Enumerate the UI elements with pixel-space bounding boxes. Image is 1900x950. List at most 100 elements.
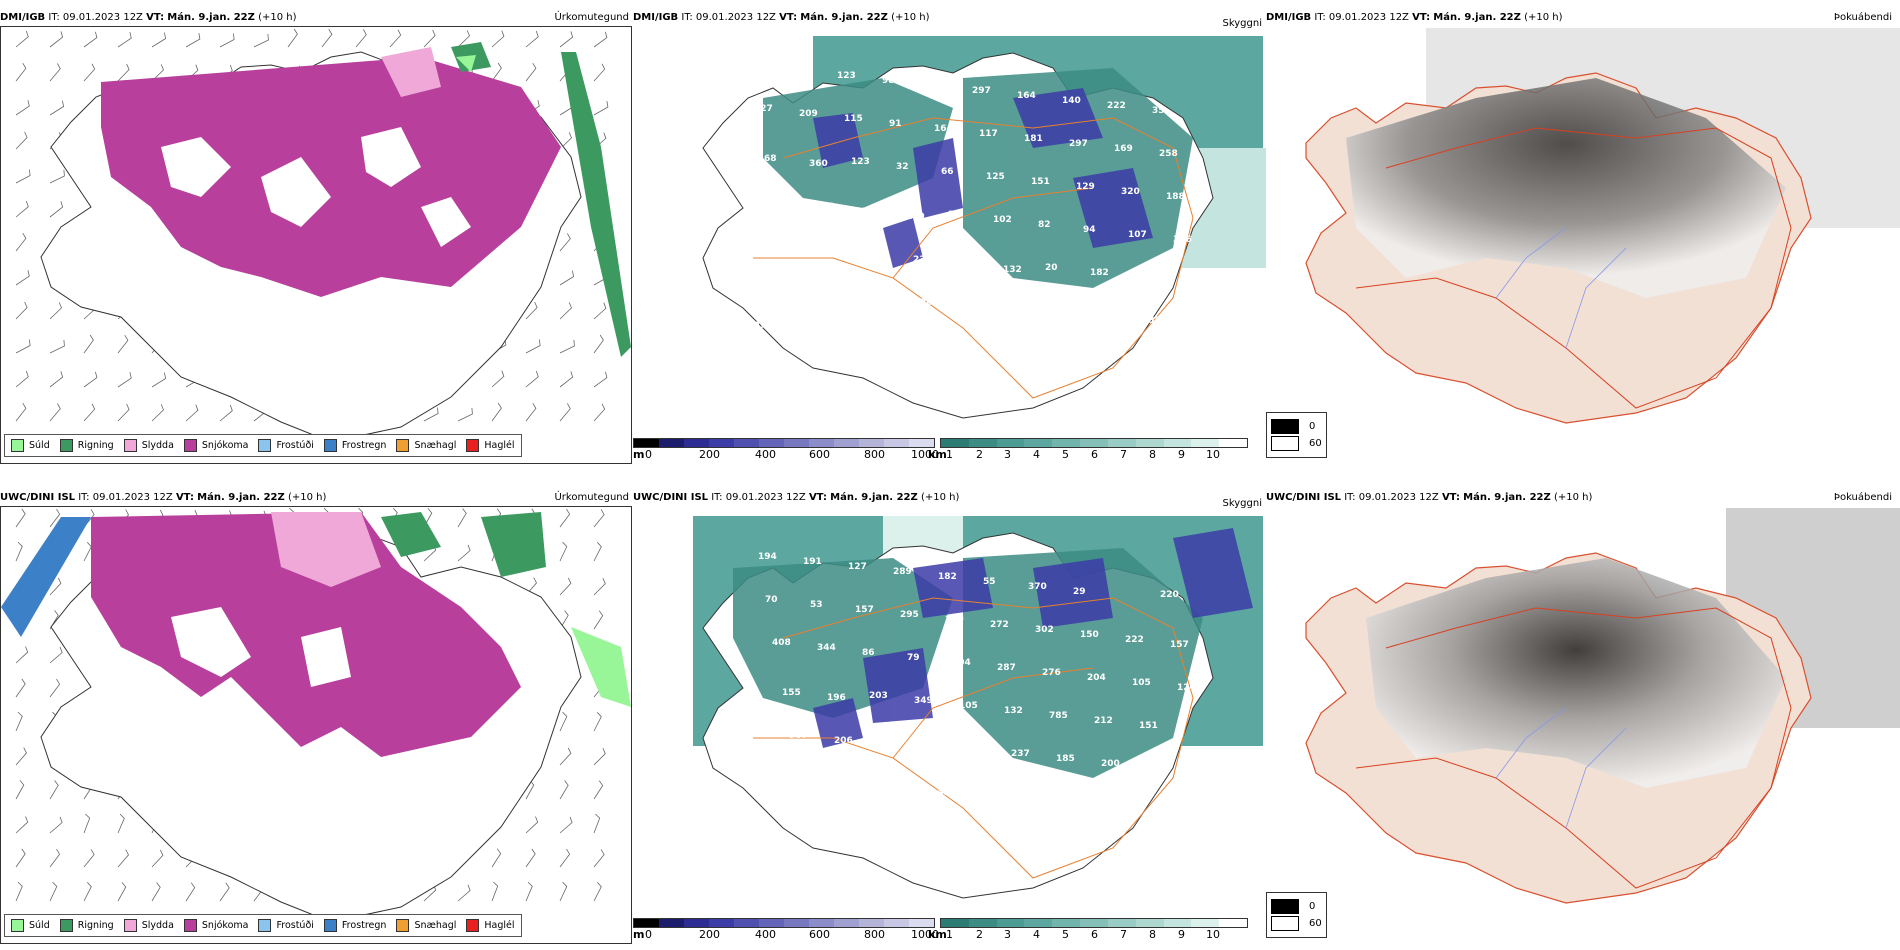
vt-label: VT: — [1441, 492, 1460, 503]
cloud-base-label: 68 — [1180, 278, 1193, 288]
cloud-base-colorbar — [633, 918, 935, 928]
map-frame — [0, 506, 632, 944]
wind-barb — [491, 30, 505, 48]
cloud-base-label: 289 — [893, 567, 912, 577]
colorbar-segment — [759, 919, 784, 927]
cloud-base-label: 295 — [900, 610, 919, 620]
wind-barb — [117, 849, 129, 868]
wind-barb — [117, 63, 130, 82]
snow-area — [91, 512, 521, 757]
wind-barb — [559, 233, 571, 252]
cloud-base-label: 132 — [1004, 706, 1023, 716]
wind-barb — [593, 101, 609, 116]
wind-barb — [593, 509, 605, 528]
colorbar-segment — [784, 439, 809, 447]
wind-barb — [559, 371, 574, 388]
wind-barb — [83, 813, 91, 834]
freezing-rain-swatch — [323, 919, 337, 932]
wind-barb — [321, 28, 333, 48]
panel-top-precip: DMI/IGB IT: 09.01.2023 12Z VT: Mán. 9.ja… — [0, 10, 633, 465]
vt-label: VT: — [1412, 12, 1431, 23]
init-time: 09.01.2023 12Z — [92, 492, 173, 503]
wind-barb — [15, 881, 23, 902]
cloud-base-label: 82 — [1038, 220, 1051, 230]
panel-bottom-precip: UWC/DINI ISL IT: 09.01.2023 12Z VT: Mán.… — [0, 490, 633, 945]
cloud-base-label: 297 — [972, 86, 991, 96]
wind-barb — [49, 371, 64, 388]
tick: 6 — [1091, 928, 1098, 941]
colorbar-segment — [659, 919, 684, 927]
wind-barb — [491, 881, 499, 902]
fog-index-map — [1305, 508, 1900, 904]
wind-barb — [525, 848, 536, 868]
fog-legend: 0 60 — [1266, 412, 1327, 458]
visibility-colorbar — [940, 438, 1248, 448]
sleet-swatch — [123, 439, 137, 452]
wind-barb — [559, 780, 569, 800]
cloud-base-label: 300 — [868, 250, 887, 260]
it-label: IT: — [1344, 492, 1356, 503]
valid-time: Mán. 9.jan. 22Z — [1433, 12, 1521, 23]
vt-label: VT: — [175, 492, 194, 503]
valid-time: Mán. 9.jan. 22Z — [197, 492, 285, 503]
legend-label: Slydda — [141, 440, 174, 451]
parameter-name: Þokuábendi — [1833, 12, 1892, 23]
colorbar-segment — [709, 919, 734, 927]
fog-legend: 0 60 — [1266, 892, 1327, 938]
colorbar-segment — [1024, 919, 1053, 927]
cloud-base-label: 66 — [941, 167, 954, 177]
wind-barb — [15, 747, 27, 766]
cloud-base-label: 206 — [1146, 764, 1165, 774]
visibility-unit: km — [928, 448, 947, 461]
cloud-base-label: 207 — [841, 779, 860, 789]
vt-label: VT: — [779, 12, 798, 23]
wind-barb — [593, 578, 606, 596]
cloud-base-label: 240 — [816, 202, 835, 212]
cloud-base-label: 287 — [997, 663, 1016, 673]
low-cloud-base-areas — [813, 528, 1253, 748]
wind-barb — [491, 848, 502, 868]
tick: 4 — [1033, 928, 1040, 941]
colorbar-segment — [834, 919, 859, 927]
wind-barb — [559, 848, 571, 868]
cloud-base-label: 344 — [817, 643, 836, 653]
wind-barb — [559, 508, 571, 528]
model-name: UWC/DINI ISL — [633, 492, 709, 503]
wind-barb — [559, 881, 568, 902]
panel-bottom-fog: UWC/DINI ISL IT: 09.01.2023 12Z VT: Mán.… — [1266, 490, 1900, 945]
cloud-base-label: 222 — [1107, 101, 1126, 111]
wind-barb — [151, 372, 167, 388]
cloud-base-label: 196 — [1063, 797, 1082, 807]
cloud-base-label: 79 — [907, 653, 920, 663]
drizzle-area — [456, 55, 476, 72]
road-network — [1355, 607, 1792, 889]
colorbar-segment — [834, 439, 859, 447]
cloud-base-label: 188 — [1166, 192, 1185, 202]
tick: 10 — [1206, 448, 1220, 461]
legend-item: Rigning — [59, 919, 114, 932]
wind-barb — [559, 339, 575, 354]
wind-barb — [15, 402, 27, 422]
wind-barb — [151, 32, 167, 48]
panel-header: DMI/IGB IT: 09.01.2023 12Z VT: Mán. 9.ja… — [1266, 12, 1563, 23]
cloud-base-label: 155 — [782, 688, 801, 698]
parameter-name: Skyggni — [1222, 18, 1262, 29]
wind-barb — [49, 100, 65, 116]
wind-barb — [15, 541, 23, 562]
wind-barb — [525, 881, 533, 902]
cloud-base-label: 205 — [744, 726, 763, 736]
legend-item: Snæhagl — [396, 439, 456, 452]
cloud-base-label: 102 — [993, 215, 1012, 225]
model-name: UWC/DINI ISL — [0, 492, 76, 503]
legend-item: Slydda — [123, 439, 174, 452]
wind-barb — [423, 407, 439, 422]
tick: 8 — [1149, 928, 1156, 941]
tick: 1000 — [911, 448, 939, 461]
visibility-colorbar — [940, 918, 1248, 928]
colorbar-segment — [1052, 439, 1081, 447]
cloud-base-label: 272 — [990, 620, 1009, 630]
fog-swatch-dark — [1271, 419, 1299, 434]
wind-barb — [15, 100, 30, 116]
cloud-base-label: 33 — [1100, 318, 1113, 328]
legend-item: Haglél — [466, 439, 515, 452]
